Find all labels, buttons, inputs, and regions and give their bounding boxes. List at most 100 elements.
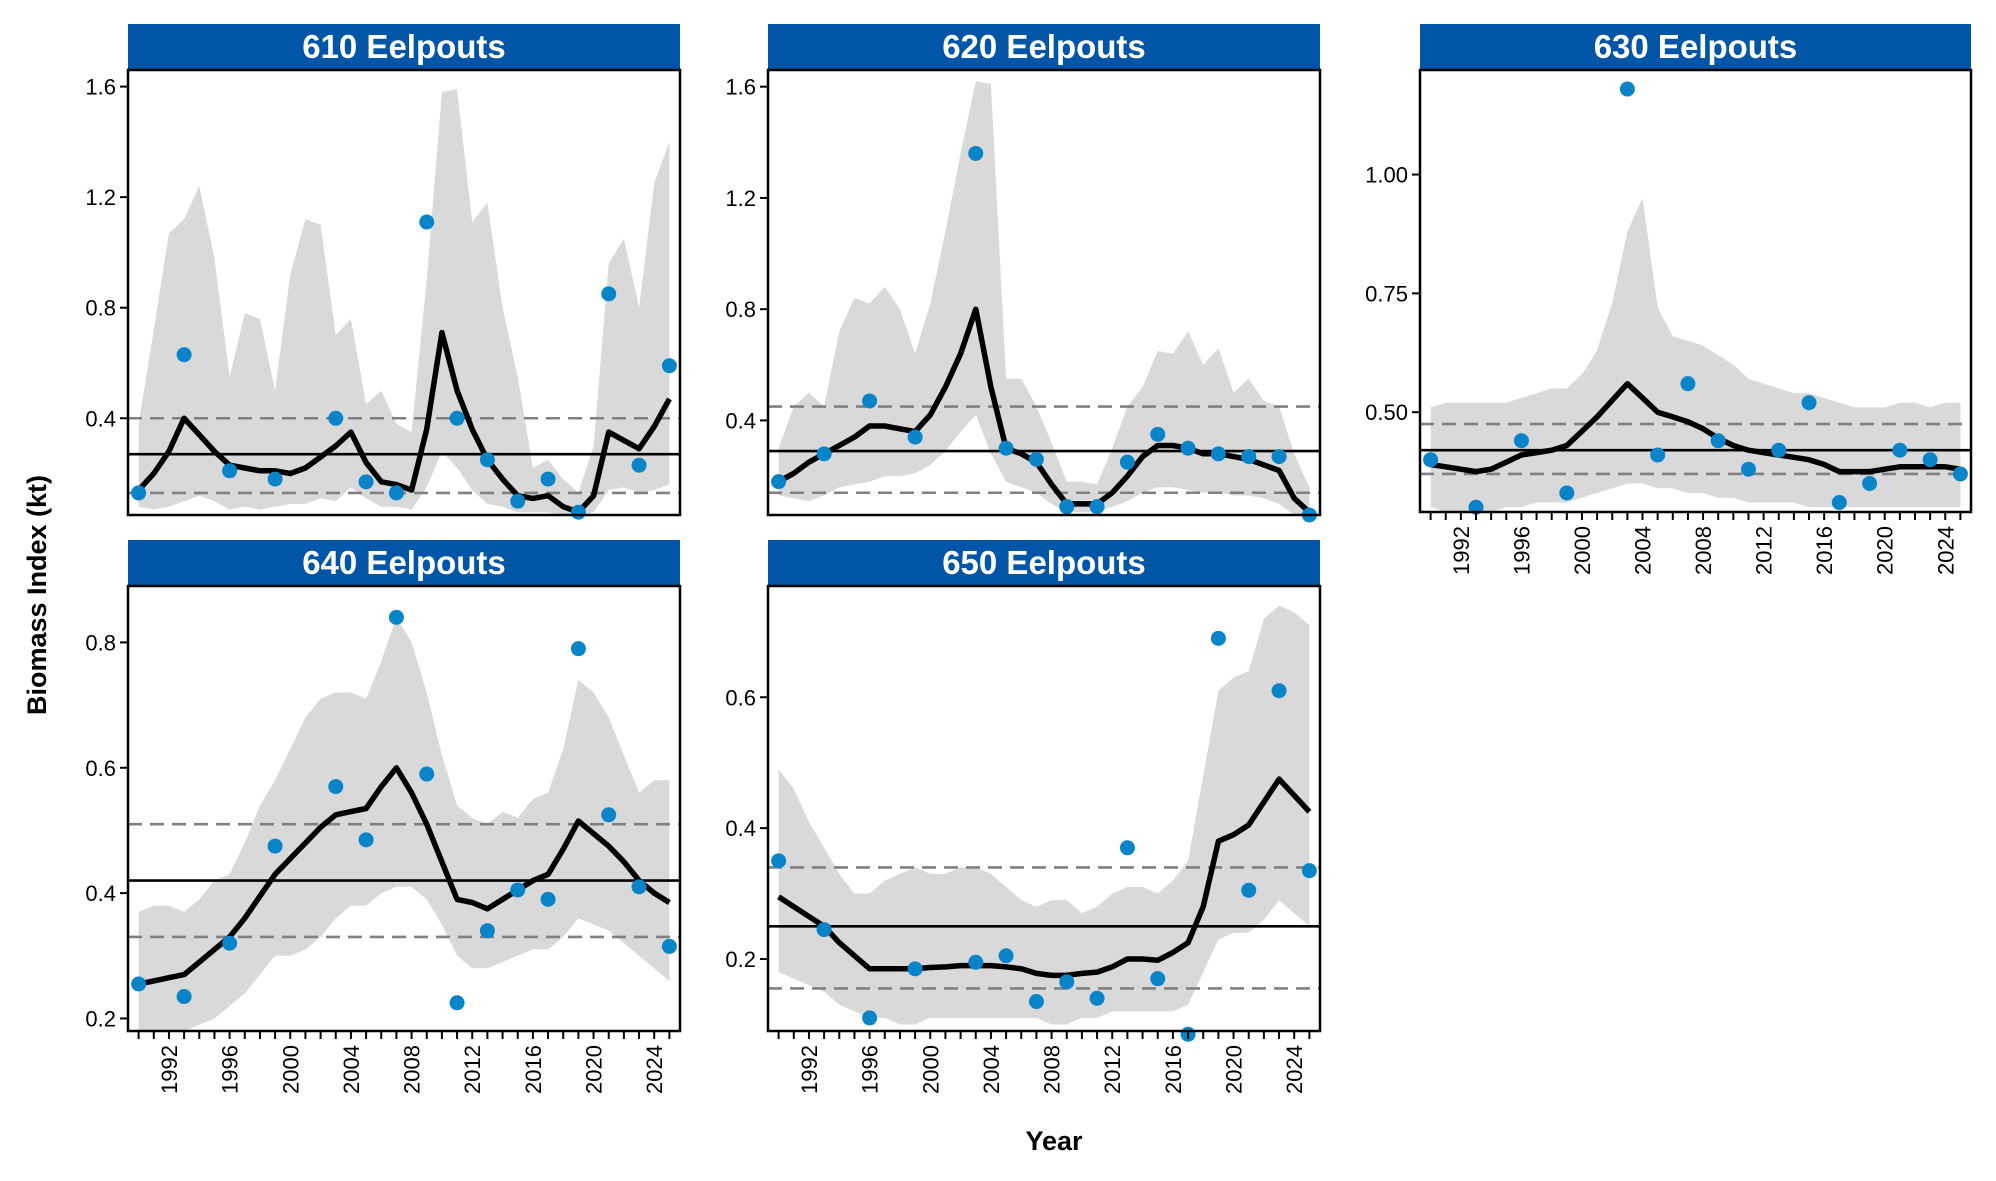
observed-point: [862, 393, 878, 409]
observed-point: [1423, 452, 1439, 468]
y-tick-label: 0.8: [85, 296, 116, 321]
x-tick-label: 2020: [1222, 1045, 1247, 1094]
observed-point: [1028, 451, 1044, 467]
observed-point: [862, 1010, 878, 1026]
observed-point: [267, 838, 283, 854]
plot-area: [768, 605, 1320, 1025]
observed-point: [449, 410, 465, 426]
x-tick-label: 1996: [218, 1045, 243, 1094]
observed-point: [1650, 447, 1666, 463]
observed-point: [1150, 971, 1166, 987]
observed-point: [771, 474, 787, 490]
y-tick-label: 0.8: [85, 630, 116, 655]
y-tick-label: 0.50: [1365, 400, 1408, 425]
observed-point: [1513, 433, 1529, 449]
observed-point: [131, 485, 147, 501]
x-tick-label: 2012: [460, 1045, 485, 1094]
observed-point: [1831, 494, 1847, 510]
x-tick-label: 2008: [1040, 1045, 1065, 1094]
x-axis-title: Year: [1025, 1126, 1083, 1156]
observed-point: [222, 463, 238, 479]
observed-point: [1241, 449, 1257, 465]
x-tick-label: 2012: [1100, 1045, 1125, 1094]
observed-point: [570, 641, 586, 657]
x-tick-label: 1992: [797, 1045, 822, 1094]
x-tick-label: 2024: [1933, 526, 1958, 575]
facet-title: 620 Eelpouts: [942, 28, 1146, 65]
observed-point: [631, 457, 647, 473]
observed-point: [358, 474, 374, 490]
y-tick-label: 0.4: [85, 406, 116, 431]
observed-point: [358, 832, 374, 848]
facet-title: 640 Eelpouts: [302, 544, 506, 581]
observed-point: [479, 452, 495, 468]
x-tick-label: 2020: [1873, 526, 1898, 575]
panel-frame: [126, 584, 682, 1033]
observed-point: [998, 440, 1014, 456]
observed-point: [176, 989, 192, 1005]
observed-point: [176, 347, 192, 363]
confidence-ribbon: [778, 605, 1310, 1025]
observed-point: [1271, 449, 1287, 465]
observed-point: [907, 961, 923, 977]
facet-title: 610 Eelpouts: [302, 28, 506, 65]
x-tick-label: 2000: [278, 1045, 303, 1094]
x-tick-label: 2012: [1752, 526, 1777, 575]
observed-point: [1059, 974, 1075, 990]
observed-point: [222, 935, 238, 951]
observed-point: [267, 471, 283, 487]
observed-point: [1559, 485, 1575, 501]
y-axis-title: Biomass Index (kt): [22, 475, 52, 715]
plot-area: [768, 81, 1320, 515]
observed-point: [388, 485, 404, 501]
observed-point: [1241, 882, 1257, 898]
facet-title: 650 Eelpouts: [942, 544, 1146, 581]
x-tick-label: 2004: [339, 1045, 364, 1094]
x-tick-label: 2016: [1812, 526, 1837, 575]
y-tick-label: 1.00: [1365, 163, 1408, 188]
observed-point: [1119, 840, 1135, 856]
observed-point: [1089, 990, 1105, 1006]
facet-strip: [768, 540, 1320, 586]
observed-point: [510, 493, 526, 509]
observed-point: [328, 410, 344, 426]
observed-point: [449, 995, 465, 1011]
y-tick-label: 1.6: [85, 75, 116, 100]
observed-point: [1619, 81, 1635, 97]
observed-point: [1922, 452, 1938, 468]
facet-strip: [1420, 24, 1971, 70]
y-tick-label: 0.2: [725, 947, 756, 972]
facet-strip: [128, 24, 680, 70]
plot-area: [128, 617, 680, 1031]
observed-point: [1680, 376, 1696, 392]
panel-4: 640 Eelpouts 0.2 0.4 0.6 0.8 1992 1996 2000 2004…: [85, 540, 682, 1094]
observed-point: [771, 853, 787, 869]
y-tick-label: 0.4: [725, 408, 756, 433]
panel-frame: [766, 68, 1322, 517]
x-tick-label: 2024: [642, 1045, 667, 1094]
y-tick-label: 0.2: [85, 1006, 116, 1031]
observed-point: [661, 938, 677, 954]
panel-frame: [126, 68, 682, 517]
x-tick-label: 2004: [979, 1045, 1004, 1094]
observed-point: [1180, 440, 1196, 456]
x-tick-label: 2008: [1691, 526, 1716, 575]
observed-point: [968, 954, 984, 970]
observed-point: [1710, 433, 1726, 449]
observed-point: [1089, 499, 1105, 515]
x-tick-label: 2020: [582, 1045, 607, 1094]
observed-point: [1771, 442, 1787, 458]
observed-point: [388, 609, 404, 625]
panel-2: 620 Eelpouts 0.4 0.8 1.2 1.6: [725, 24, 1322, 523]
observed-point: [328, 779, 344, 795]
observed-point: [1301, 863, 1317, 879]
observed-point: [1028, 994, 1044, 1010]
observed-point: [1271, 683, 1287, 699]
observed-point: [540, 471, 556, 487]
y-tick-label: 0.6: [85, 756, 116, 781]
x-tick-label: 1992: [157, 1045, 182, 1094]
observed-point: [1210, 630, 1226, 646]
x-tick-label: 1996: [1509, 526, 1534, 575]
panel-5: 650 Eelpouts 0.2 0.4 0.6 1992 1996 2000 2004 200…: [725, 540, 1322, 1094]
fitted-line: [777, 776, 1312, 979]
